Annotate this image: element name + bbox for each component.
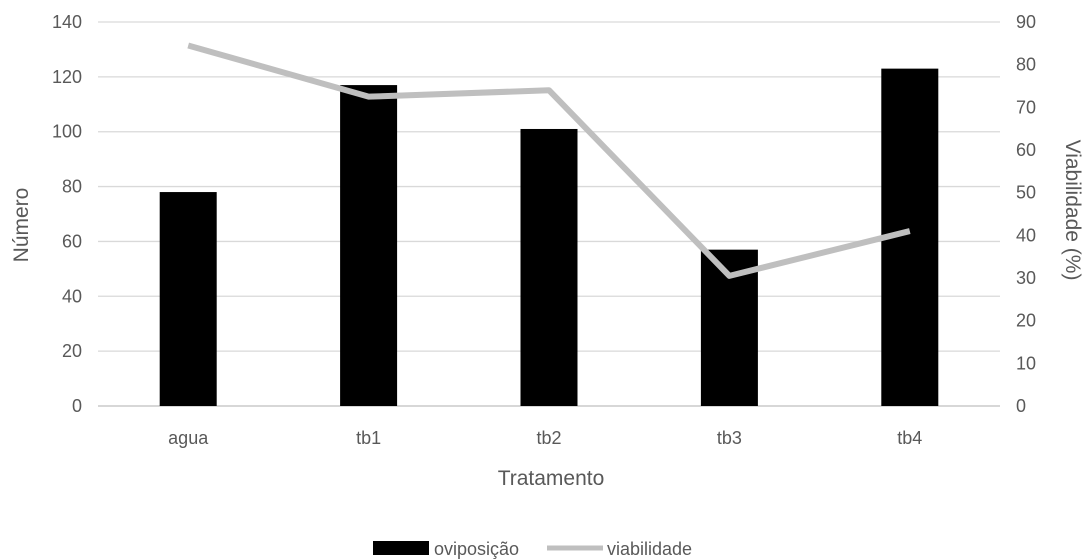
x-tick-label: tb2	[536, 428, 561, 448]
left-axis-ticks: 0 20 40 60 80 100 120 140	[52, 12, 82, 416]
y-tick-label: 40	[62, 286, 82, 306]
bar-tb1	[340, 85, 398, 406]
y-axis-title: Número	[10, 188, 33, 263]
y-tick-label: 60	[62, 231, 82, 251]
y2-tick-label: 90	[1016, 12, 1036, 32]
x-tick-label: agua	[168, 428, 209, 448]
bar-tb2	[520, 128, 578, 406]
y-tick-label: 0	[72, 396, 82, 416]
x-tick-label: tb3	[717, 428, 742, 448]
x-axis-ticks: agua tb1 tb2 tb3 tb4	[168, 428, 922, 448]
y-tick-label: 80	[62, 177, 82, 197]
y2-tick-label: 20	[1016, 311, 1036, 331]
y2-tick-label: 50	[1016, 183, 1036, 203]
y2-axis-title: Viabilidade (%)	[1061, 140, 1083, 281]
legend-swatch-oviposicao	[373, 541, 429, 555]
y-tick-label: 140	[52, 12, 82, 32]
legend: oviposição viabilidade	[373, 539, 692, 559]
x-tick-label: tb4	[897, 428, 922, 448]
y2-tick-label: 60	[1016, 140, 1036, 160]
y2-tick-label: 80	[1016, 55, 1036, 75]
y-tick-label: 100	[52, 122, 82, 142]
x-tick-label: tb1	[356, 428, 381, 448]
y2-tick-label: 0	[1016, 396, 1026, 416]
y-tick-label: 120	[52, 67, 82, 87]
legend-label-viabilidade: viabilidade	[607, 539, 692, 559]
y2-tick-label: 10	[1016, 353, 1036, 373]
y2-tick-label: 40	[1016, 225, 1036, 245]
right-axis-ticks: 0 10 20 30 40 50 60 70 80 90	[1016, 12, 1036, 416]
y-tick-label: 20	[62, 341, 82, 361]
y2-tick-label: 70	[1016, 97, 1036, 117]
line-series	[187, 42, 911, 279]
legend-label-oviposicao: oviposição	[434, 539, 519, 559]
bar-agua	[159, 192, 217, 406]
bar-series	[159, 68, 939, 406]
y2-tick-label: 30	[1016, 268, 1036, 288]
x-axis-title: Tratamento	[498, 467, 605, 490]
